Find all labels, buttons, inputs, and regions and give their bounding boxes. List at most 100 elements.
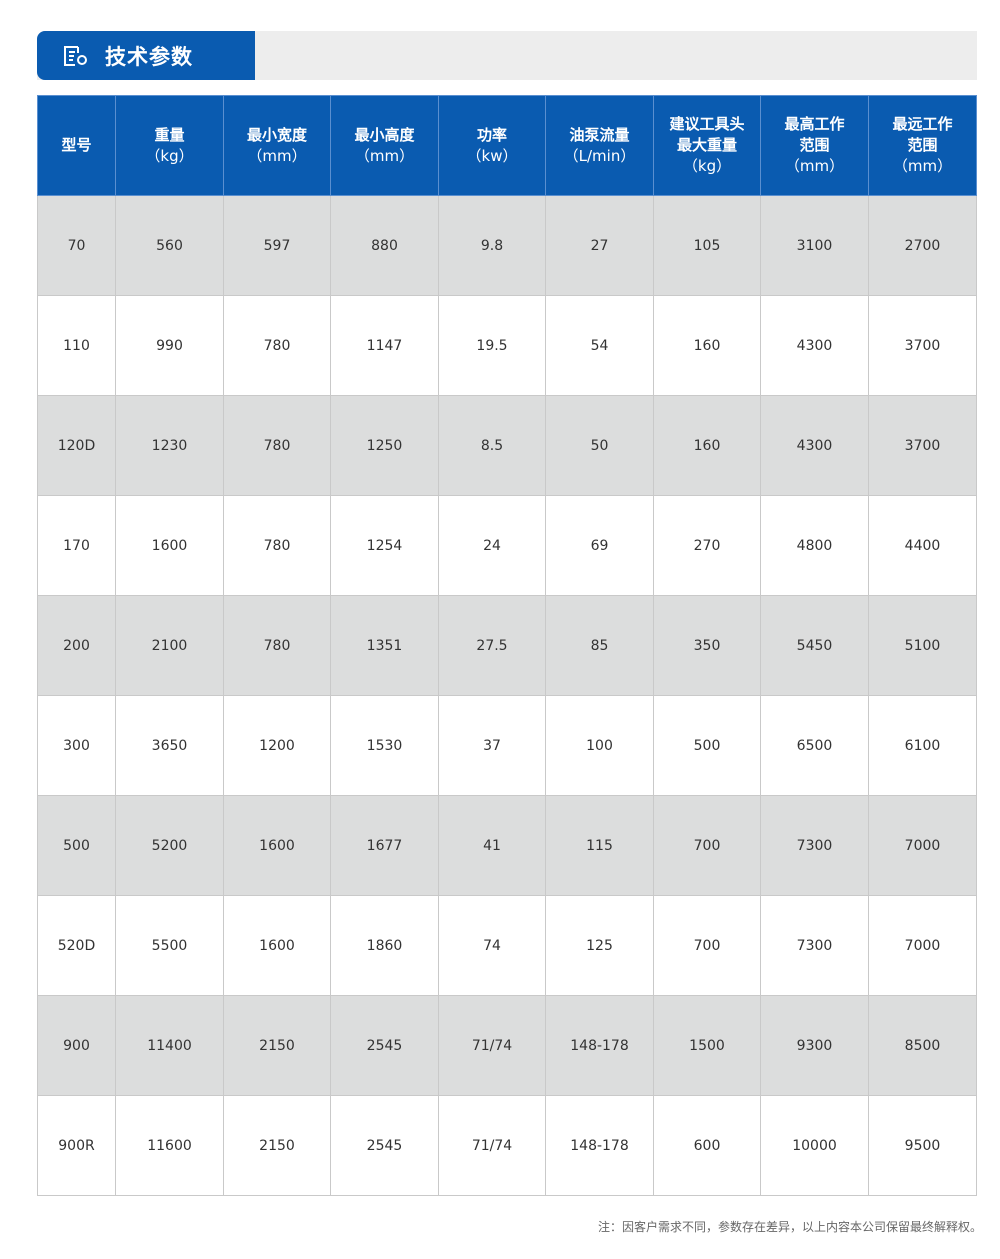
table-cell: 1600	[223, 895, 331, 996]
column-header-label: 功率	[476, 125, 507, 144]
column-header-unit: （mm）	[784, 157, 845, 175]
table-cell: 780	[223, 295, 331, 396]
table-cell: 8500	[868, 995, 977, 1096]
table-cell: 148-178	[545, 1095, 654, 1196]
table-cell: 1250	[330, 395, 439, 496]
disclaimer-note: 注：因客户需求不同，参数存在差异，以上内容本公司保留最终解释权。	[597, 1220, 982, 1234]
table-cell: 8.5	[438, 395, 546, 496]
table-row: 500 5200 1600 1677 41 115 700 7300 7000	[37, 795, 977, 896]
table-cell: 9500	[868, 1095, 977, 1196]
section-title: 技术参数	[37, 31, 255, 80]
table-cell: 597	[223, 195, 331, 296]
table-cell: 900	[37, 995, 116, 1096]
section-title-text: 技术参数	[105, 44, 193, 69]
table-cell: 780	[223, 395, 331, 496]
table-cell: 2150	[223, 1095, 331, 1196]
column-header: 最小高度 （mm）	[330, 95, 439, 196]
table-cell: 5450	[760, 595, 869, 696]
table-cell: 54	[545, 295, 654, 396]
table-cell: 1200	[223, 695, 331, 796]
table-cell: 560	[115, 195, 224, 296]
table-cell: 69	[545, 495, 654, 596]
table-cell: 4300	[760, 395, 869, 496]
table-cell: 1254	[330, 495, 439, 596]
table-cell: 11600	[115, 1095, 224, 1196]
table-row: 520D 5500 1600 1860 74 125 700 7300 7000	[37, 895, 977, 996]
table-cell: 105	[653, 195, 761, 296]
table-cell: 27.5	[438, 595, 546, 696]
table-cell: 3700	[868, 295, 977, 396]
table-cell: 27	[545, 195, 654, 296]
table-cell: 70	[37, 195, 116, 296]
table-cell: 880	[330, 195, 439, 296]
table-cell: 2545	[330, 995, 439, 1096]
table-cell: 3100	[760, 195, 869, 296]
table-cell: 9300	[760, 995, 869, 1096]
table-cell: 2100	[115, 595, 224, 696]
table-cell: 4800	[760, 495, 869, 596]
table-cell: 1530	[330, 695, 439, 796]
column-header-label: 最高工作	[784, 115, 845, 133]
table-row: 900R 11600 2150 2545 71/74 148-178 600 10000 950…	[37, 1095, 977, 1196]
table-cell: 9.8	[438, 195, 546, 296]
column-header-label: 范围	[907, 136, 938, 154]
table-cell: 780	[223, 595, 331, 696]
table-cell: 6500	[760, 695, 869, 796]
table-cell: 1600	[223, 795, 331, 896]
table-cell: 600	[653, 1095, 761, 1196]
table-cell: 160	[653, 395, 761, 496]
table-cell: 1147	[330, 295, 439, 396]
column-header-label: 型号	[61, 136, 92, 154]
table-cell: 71/74	[438, 1095, 546, 1196]
table-cell: 990	[115, 295, 224, 396]
table-cell: 2545	[330, 1095, 439, 1196]
table-cell: 74	[438, 895, 546, 996]
table-cell: 2150	[223, 995, 331, 1096]
column-header-unit: （mm）	[354, 146, 415, 165]
column-header-unit: （L/min）	[563, 146, 636, 165]
table-cell: 11400	[115, 995, 224, 1096]
table-cell: 3650	[115, 695, 224, 796]
table-cell: 41	[438, 795, 546, 896]
column-header-unit: （kg）	[145, 146, 194, 165]
table-row: 170 1600 780 1254 24 69 270 4800 4400	[37, 495, 977, 596]
table-cell: 71/74	[438, 995, 546, 1096]
table-cell: 1230	[115, 395, 224, 496]
table-cell: 85	[545, 595, 654, 696]
table-cell: 700	[653, 795, 761, 896]
table-cell: 6100	[868, 695, 977, 796]
table-cell: 1351	[330, 595, 439, 696]
table-row: 70 560 597 880 9.8 27 105 3100 2700	[37, 195, 977, 296]
table-cell: 1860	[330, 895, 439, 996]
table-cell: 160	[653, 295, 761, 396]
column-header: 油泵流量 （L/min）	[545, 95, 654, 196]
table-cell: 200	[37, 595, 116, 696]
column-header-label: 最小高度	[354, 125, 415, 144]
spec-table: 型号 重量 （kg） 最小宽度 （mm） 最小高度 （mm） 功率 （kw） 油泵流量 （L/min…	[37, 95, 977, 1196]
table-cell: 1500	[653, 995, 761, 1096]
table-cell: 7300	[760, 795, 869, 896]
table-cell: 1600	[115, 495, 224, 596]
column-header: 最高工作 范围 （mm）	[760, 95, 869, 196]
table-cell: 120D	[37, 395, 116, 496]
column-header-label: 建议工具头	[669, 115, 745, 133]
column-header-label: 最大重量	[676, 136, 737, 154]
table-cell: 37	[438, 695, 546, 796]
column-header-unit: （mm）	[892, 157, 953, 175]
table-cell: 115	[545, 795, 654, 896]
column-header-unit: （kw）	[466, 146, 518, 165]
table-cell: 270	[653, 495, 761, 596]
column-header: 功率 （kw）	[438, 95, 546, 196]
table-cell: 100	[545, 695, 654, 796]
column-header-label: 重量	[154, 125, 185, 144]
table-cell: 1677	[330, 795, 439, 896]
spec-document-gear-icon	[64, 45, 87, 66]
column-header: 型号	[37, 95, 116, 196]
table-cell: 10000	[760, 1095, 869, 1196]
table-cell: 4300	[760, 295, 869, 396]
column-header: 重量 （kg）	[115, 95, 224, 196]
table-cell: 7000	[868, 795, 977, 896]
table-cell: 500	[653, 695, 761, 796]
table-cell: 125	[545, 895, 654, 996]
table-cell: 780	[223, 495, 331, 596]
